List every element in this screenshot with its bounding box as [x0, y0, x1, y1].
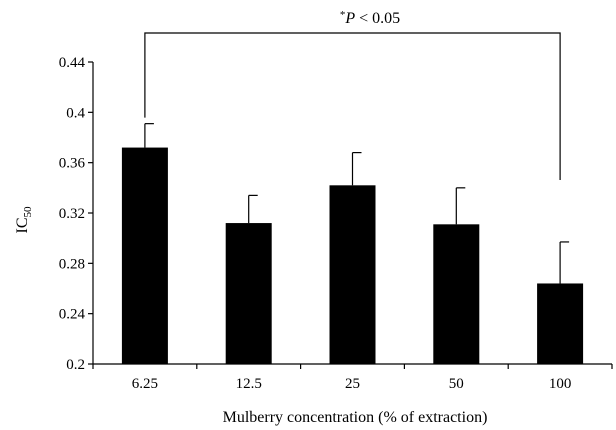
- y-tick-label: 0.2: [66, 357, 85, 373]
- significance-bracket: [144, 32, 561, 180]
- y-tick-label: 0.44: [59, 55, 86, 71]
- y-axis-title-subscript: 50: [22, 206, 34, 218]
- y-tick-label: 0.24: [59, 307, 86, 323]
- significance-threshold: < 0.05: [355, 10, 400, 27]
- bars-group: [121, 123, 584, 364]
- significance-star: *: [340, 9, 346, 21]
- y-tick-label: 0.36: [59, 156, 86, 172]
- y-axis-title-main: IC: [14, 218, 31, 234]
- bar: [537, 283, 584, 364]
- significance-p: P: [344, 10, 355, 27]
- x-tick-label: 100: [549, 376, 572, 392]
- x-tick-label: 6.25: [132, 376, 158, 392]
- y-axis-title: IC50: [14, 206, 34, 234]
- bar: [433, 224, 480, 364]
- bar: [121, 147, 168, 364]
- y-tick-label: 0.32: [59, 206, 85, 222]
- y-tick-label: 0.4: [66, 105, 85, 121]
- x-axis-title: Mulberry concentration (% of extraction): [223, 409, 488, 426]
- axes-group: 0.2 0.24 0.28 0.32 0.36 0.4 0.44 6.25 12.5 25 50 10…: [59, 55, 613, 392]
- x-tick-label: 25: [345, 376, 360, 392]
- x-tick-label: 12.5: [236, 376, 262, 392]
- y-tick-label: 0.28: [59, 256, 85, 272]
- x-tick-label: 50: [449, 376, 464, 392]
- significance-annotation: *P < 0.05: [144, 9, 561, 180]
- bar: [329, 185, 376, 364]
- bar: [225, 223, 272, 364]
- significance-label: *P < 0.05: [340, 9, 400, 27]
